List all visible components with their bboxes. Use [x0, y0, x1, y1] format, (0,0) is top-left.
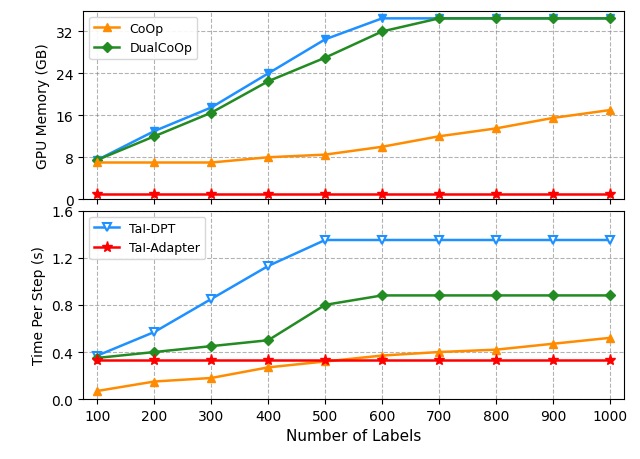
Y-axis label: GPU Memory (GB): GPU Memory (GB): [36, 43, 50, 168]
Y-axis label: Time Per Step (s): Time Per Step (s): [32, 246, 46, 364]
Legend: TaI-DPT, TaI-Adapter: TaI-DPT, TaI-Adapter: [90, 217, 205, 259]
X-axis label: Number of Labels: Number of Labels: [286, 429, 421, 443]
Legend: CoOp, DualCoOp: CoOp, DualCoOp: [90, 18, 197, 60]
